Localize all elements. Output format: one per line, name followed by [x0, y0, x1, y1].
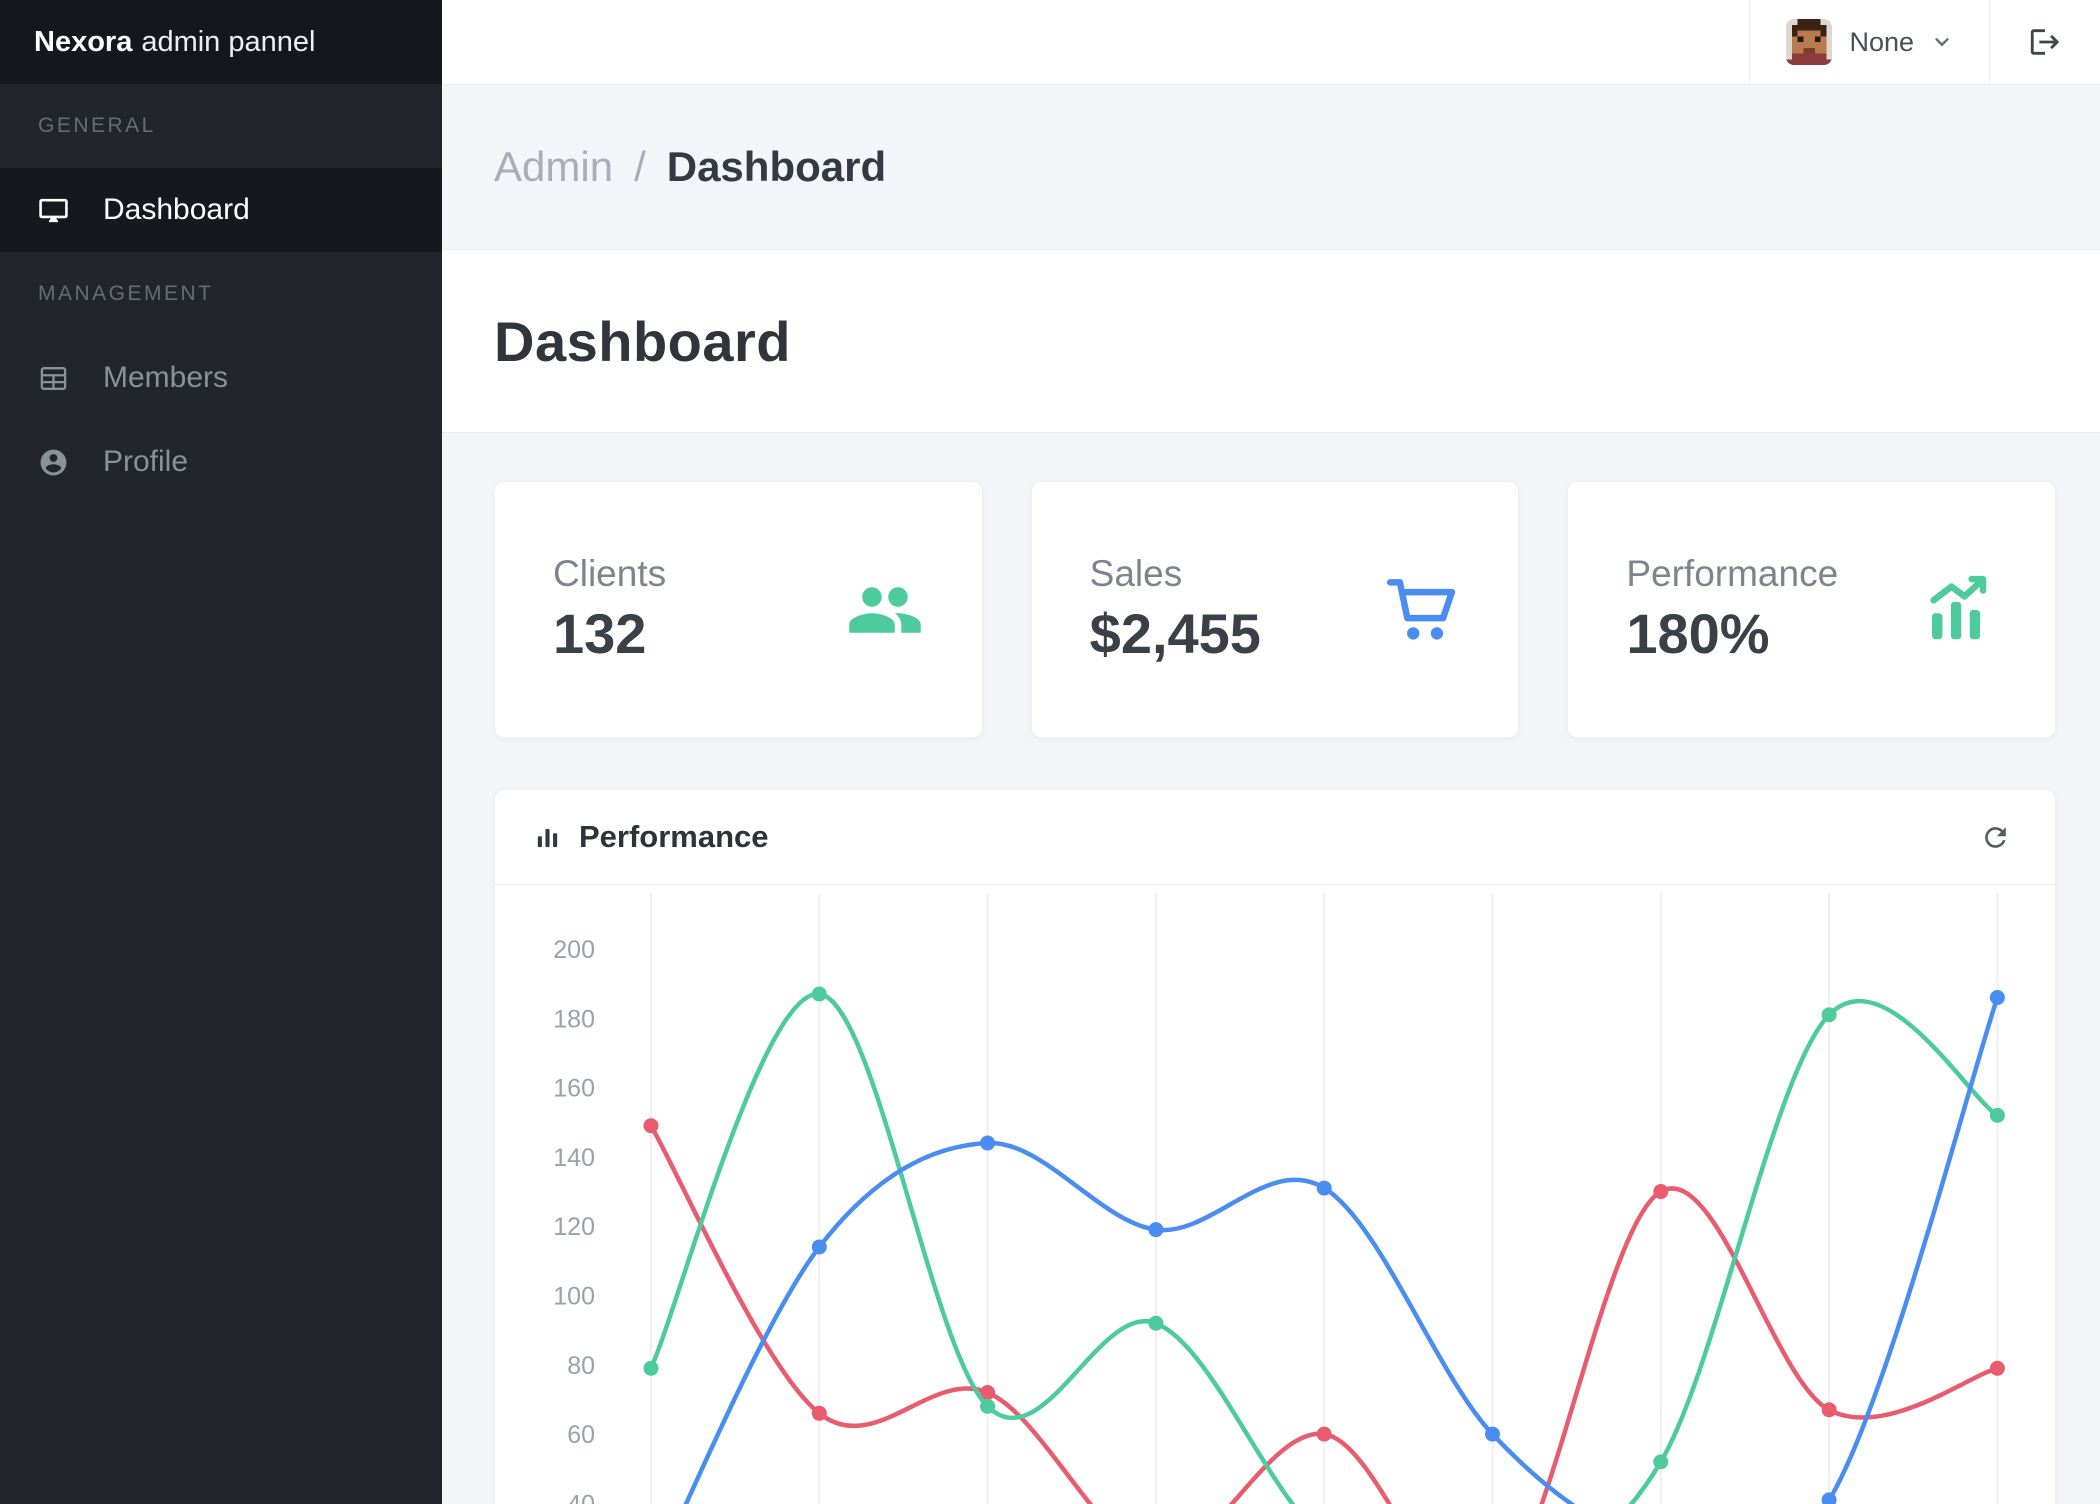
- stat-label: Clients: [553, 553, 667, 594]
- brand: Nexora admin pannel: [0, 0, 442, 84]
- content: Clients 132 Sales $2,455: [442, 433, 2100, 1504]
- monitor-icon: [39, 198, 68, 222]
- brand-name: Nexora: [34, 25, 133, 58]
- person-icon: [40, 449, 67, 475]
- performance-card-title: Performance: [579, 819, 769, 854]
- svg-text:200: 200: [553, 936, 595, 964]
- stat-card-sales: Sales $2,455: [1030, 481, 1520, 738]
- stat-text-block: Sales $2,455: [1090, 553, 1261, 666]
- svg-text:80: 80: [567, 1352, 595, 1380]
- stat-value: $2,455: [1089, 602, 1261, 665]
- people-icon: [846, 571, 924, 649]
- stat-card-performance: Performance 180%: [1567, 481, 2057, 738]
- logout-icon: [2030, 29, 2060, 55]
- performance-chart: 200 180 160 140 120 100 80 60 40: [495, 885, 2055, 1504]
- svg-text:100: 100: [553, 1283, 595, 1311]
- svg-text:40: 40: [567, 1490, 595, 1504]
- stat-label: Performance: [1626, 553, 1839, 594]
- sidebar-item-label: Profile: [103, 445, 189, 478]
- logout-button[interactable]: [1989, 0, 2100, 84]
- stat-text-block: Clients 132: [553, 553, 666, 666]
- poll-icon: [537, 828, 558, 847]
- trend-up-icon: [1919, 571, 1997, 649]
- topbar: None: [442, 0, 2100, 85]
- chevron-down-icon: [1935, 38, 1949, 46]
- table-icon: [40, 366, 67, 390]
- stat-cards-row: Clients 132 Sales $2,455: [494, 481, 2057, 738]
- page-title: Dashboard: [494, 309, 791, 373]
- sidebar-item-dashboard[interactable]: Dashboard: [0, 168, 442, 252]
- stat-value: 180%: [1626, 602, 1770, 665]
- sidebar-item-label: Members: [103, 361, 229, 394]
- title-band: Dashboard: [442, 250, 2100, 433]
- svg-text:140: 140: [553, 1144, 595, 1172]
- refresh-icon: [1985, 826, 2006, 848]
- stat-text-block: Performance 180%: [1626, 553, 1838, 666]
- breadcrumb-parent[interactable]: Admin: [494, 143, 614, 190]
- stat-label: Sales: [1089, 553, 1183, 594]
- performance-chart-svg: 200 180 160 140 120 100 80 60 40: [553, 893, 2005, 1504]
- performance-card-header: Performance: [495, 790, 2055, 885]
- stat-card-clients: Clients 132: [494, 481, 983, 738]
- user-name-label: None: [1849, 26, 1914, 57]
- avatar-pixel-art: [1786, 19, 1833, 65]
- sidebar-item-label: Dashboard: [103, 193, 250, 226]
- avatar: [1786, 19, 1833, 65]
- stat-value: 132: [553, 602, 647, 665]
- refresh-button[interactable]: [1974, 816, 2017, 859]
- sidebar-item-members[interactable]: Members: [0, 336, 442, 420]
- brand-subtitle: admin pannel: [141, 25, 316, 58]
- sidebar-section-management: MANAGEMENT: [38, 282, 214, 305]
- performance-card-title-wrap: Performance: [533, 819, 769, 855]
- cart-icon: [1382, 571, 1460, 649]
- sidebar-item-profile[interactable]: Profile: [0, 420, 442, 504]
- sidebar: Nexora admin pannel GENERAL Dashboard MA…: [0, 0, 442, 1504]
- user-menu[interactable]: None: [1749, 0, 1989, 84]
- performance-card: Performance 200 180 160 140 120 100 80 60 40: [494, 789, 2056, 1504]
- breadcrumb-separator: /: [634, 143, 646, 190]
- svg-text:120: 120: [553, 1213, 595, 1241]
- breadcrumb: Admin / Dashboard: [442, 85, 2100, 250]
- svg-text:180: 180: [553, 1005, 595, 1033]
- main-area: None Admin / Dashboard Dashboard Clients…: [442, 0, 2100, 1504]
- svg-text:60: 60: [567, 1421, 595, 1449]
- svg-text:160: 160: [553, 1075, 595, 1103]
- sidebar-section-general: GENERAL: [38, 114, 156, 137]
- breadcrumb-current: Dashboard: [666, 143, 887, 190]
